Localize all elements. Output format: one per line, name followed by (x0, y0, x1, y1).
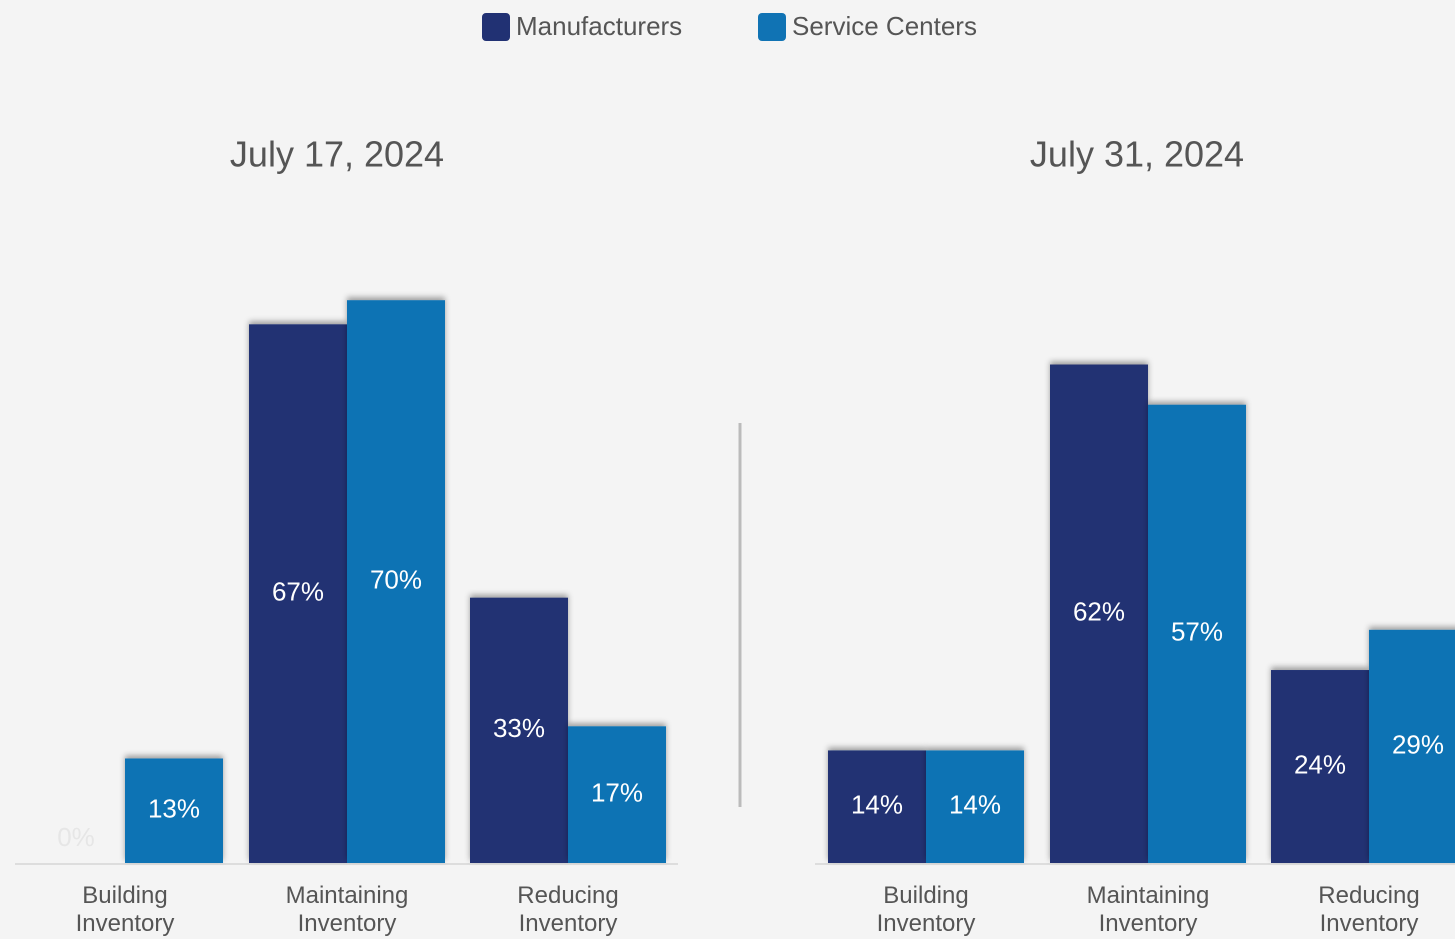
legend-swatch (482, 13, 510, 41)
value-label: 29% (1392, 729, 1444, 759)
value-label: 70% (370, 564, 422, 594)
legend-swatch (758, 13, 786, 41)
bar (568, 726, 666, 863)
bar (1271, 670, 1369, 863)
bar (1148, 404, 1246, 863)
bar (125, 758, 223, 863)
x-tick-label: Reducing Inventory (1318, 882, 1419, 937)
value-label: 57% (1171, 617, 1223, 647)
value-label: 33% (493, 713, 545, 743)
bar (347, 300, 445, 863)
bar (1050, 364, 1148, 863)
value-label: 24% (1294, 749, 1346, 779)
x-tick-label: Building Inventory (76, 882, 175, 937)
value-label: 13% (148, 794, 200, 824)
legend-label: Service Centers (792, 11, 977, 41)
x-tick-label: Maintaining Inventory (1087, 882, 1210, 937)
bar (926, 750, 1024, 863)
value-label: 62% (1073, 597, 1125, 627)
x-tick-label: Maintaining Inventory (286, 882, 409, 937)
value-label: 14% (949, 790, 1001, 820)
x-tick-label: Building Inventory (877, 882, 976, 937)
bar (828, 750, 926, 863)
value-label: 17% (591, 778, 643, 808)
x-tick-label: Reducing Inventory (517, 882, 618, 937)
bar (470, 597, 568, 863)
value-label: 14% (851, 790, 903, 820)
chart-title: July 31, 2024 (1030, 134, 1244, 175)
bar (1369, 629, 1455, 863)
value-label: 0% (57, 822, 95, 852)
chart-title: July 17, 2024 (230, 134, 444, 175)
bar (249, 324, 347, 863)
value-label: 67% (272, 577, 324, 607)
legend-label: Manufacturers (516, 11, 682, 41)
